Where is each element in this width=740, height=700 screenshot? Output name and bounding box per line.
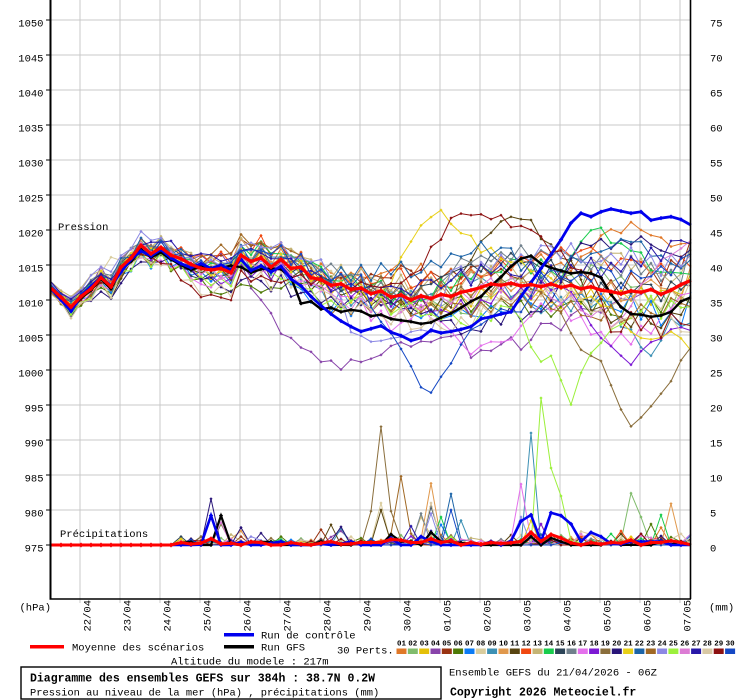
svg-text:5: 5 bbox=[710, 509, 716, 521]
svg-text:01: 01 bbox=[397, 641, 407, 649]
svg-text:70: 70 bbox=[710, 54, 723, 66]
svg-text:20: 20 bbox=[710, 404, 723, 416]
svg-text:975: 975 bbox=[25, 544, 44, 556]
svg-text:24: 24 bbox=[658, 641, 668, 649]
svg-text:1050: 1050 bbox=[18, 19, 43, 31]
svg-text:1020: 1020 bbox=[18, 229, 43, 241]
svg-text:25: 25 bbox=[669, 641, 679, 649]
svg-text:02/05: 02/05 bbox=[483, 600, 495, 632]
svg-text:60: 60 bbox=[710, 124, 723, 136]
svg-text:06: 06 bbox=[454, 641, 464, 649]
svg-text:27/04: 27/04 bbox=[283, 600, 295, 632]
svg-text:45: 45 bbox=[710, 229, 723, 241]
svg-text:14: 14 bbox=[544, 641, 554, 649]
svg-text:19: 19 bbox=[601, 641, 611, 649]
svg-text:12: 12 bbox=[522, 641, 532, 649]
svg-text:1030: 1030 bbox=[18, 159, 43, 171]
svg-text:1000: 1000 bbox=[18, 369, 43, 381]
svg-text:02: 02 bbox=[408, 641, 418, 649]
svg-text:23: 23 bbox=[646, 641, 656, 649]
svg-text:1045: 1045 bbox=[18, 54, 43, 66]
svg-text:Pression au niveau de la mer (: Pression au niveau de la mer (hPa) , pré… bbox=[30, 688, 379, 700]
svg-text:05/05: 05/05 bbox=[603, 600, 615, 632]
svg-text:1010: 1010 bbox=[18, 299, 43, 311]
svg-text:40: 40 bbox=[710, 264, 723, 276]
svg-text:1035: 1035 bbox=[18, 124, 43, 136]
svg-text:Copyright 2026 Meteociel.fr: Copyright 2026 Meteociel.fr bbox=[450, 687, 636, 700]
svg-text:15: 15 bbox=[556, 641, 566, 649]
svg-text:25/04: 25/04 bbox=[203, 600, 215, 632]
svg-text:07/05: 07/05 bbox=[683, 600, 695, 632]
svg-text:22: 22 bbox=[635, 641, 645, 649]
svg-text:24/04: 24/04 bbox=[163, 600, 175, 632]
svg-text:65: 65 bbox=[710, 89, 723, 101]
svg-text:23/04: 23/04 bbox=[123, 600, 135, 632]
svg-text:06/05: 06/05 bbox=[643, 600, 655, 632]
svg-text:Diagramme des ensembles GEFS s: Diagramme des ensembles GEFS sur 384h : … bbox=[30, 673, 375, 686]
svg-text:05: 05 bbox=[442, 641, 452, 649]
svg-text:1025: 1025 bbox=[18, 194, 43, 206]
svg-text:13: 13 bbox=[533, 641, 543, 649]
svg-text:Run de contrôle: Run de contrôle bbox=[261, 631, 356, 643]
svg-text:17: 17 bbox=[578, 641, 587, 649]
svg-text:03/05: 03/05 bbox=[523, 600, 535, 632]
svg-text:75: 75 bbox=[710, 19, 723, 31]
svg-text:30 Perts.: 30 Perts. bbox=[337, 646, 394, 658]
svg-text:07: 07 bbox=[465, 641, 474, 649]
svg-text:(mm): (mm) bbox=[709, 603, 734, 615]
svg-text:1040: 1040 bbox=[18, 89, 43, 101]
svg-text:18: 18 bbox=[590, 641, 600, 649]
svg-text:985: 985 bbox=[25, 474, 44, 486]
svg-text:Ensemble GEFS du 21/04/2026 -: Ensemble GEFS du 21/04/2026 - 06Z bbox=[449, 668, 657, 680]
svg-text:1015: 1015 bbox=[18, 264, 43, 276]
svg-text:50: 50 bbox=[710, 194, 723, 206]
svg-text:(hPa): (hPa) bbox=[20, 603, 52, 615]
svg-text:Run GFS: Run GFS bbox=[261, 643, 305, 655]
svg-text:Altitude du modele : 217m: Altitude du modele : 217m bbox=[171, 657, 329, 669]
svg-text:35: 35 bbox=[710, 299, 723, 311]
svg-text:20: 20 bbox=[612, 641, 622, 649]
svg-text:30: 30 bbox=[726, 641, 736, 649]
svg-text:15: 15 bbox=[710, 439, 723, 451]
svg-text:Précipitations: Précipitations bbox=[60, 529, 148, 541]
svg-text:55: 55 bbox=[710, 159, 723, 171]
svg-text:08: 08 bbox=[476, 641, 486, 649]
svg-text:10: 10 bbox=[710, 474, 723, 486]
svg-text:11: 11 bbox=[510, 641, 520, 649]
svg-text:28: 28 bbox=[703, 641, 713, 649]
svg-text:21: 21 bbox=[624, 641, 634, 649]
svg-text:995: 995 bbox=[25, 404, 44, 416]
svg-text:04: 04 bbox=[431, 641, 441, 649]
svg-text:16: 16 bbox=[567, 641, 577, 649]
svg-text:25: 25 bbox=[710, 369, 723, 381]
svg-text:29: 29 bbox=[714, 641, 724, 649]
svg-text:27: 27 bbox=[692, 641, 701, 649]
svg-text:30/04: 30/04 bbox=[403, 600, 415, 632]
svg-text:Pression: Pression bbox=[58, 222, 108, 234]
svg-text:26/04: 26/04 bbox=[243, 600, 255, 632]
svg-text:Moyenne des scénarios: Moyenne des scénarios bbox=[72, 643, 204, 655]
svg-text:22/04: 22/04 bbox=[83, 600, 95, 632]
svg-text:1005: 1005 bbox=[18, 334, 43, 346]
svg-text:03: 03 bbox=[420, 641, 430, 649]
svg-text:29/04: 29/04 bbox=[363, 600, 375, 632]
svg-text:01/05: 01/05 bbox=[443, 600, 455, 632]
svg-text:980: 980 bbox=[25, 509, 44, 521]
svg-text:04/05: 04/05 bbox=[563, 600, 575, 632]
svg-text:09: 09 bbox=[488, 641, 498, 649]
svg-text:0: 0 bbox=[710, 544, 716, 556]
svg-text:28/04: 28/04 bbox=[323, 600, 335, 632]
svg-text:26: 26 bbox=[680, 641, 690, 649]
svg-text:10: 10 bbox=[499, 641, 509, 649]
svg-text:30: 30 bbox=[710, 334, 723, 346]
svg-text:990: 990 bbox=[25, 439, 44, 451]
